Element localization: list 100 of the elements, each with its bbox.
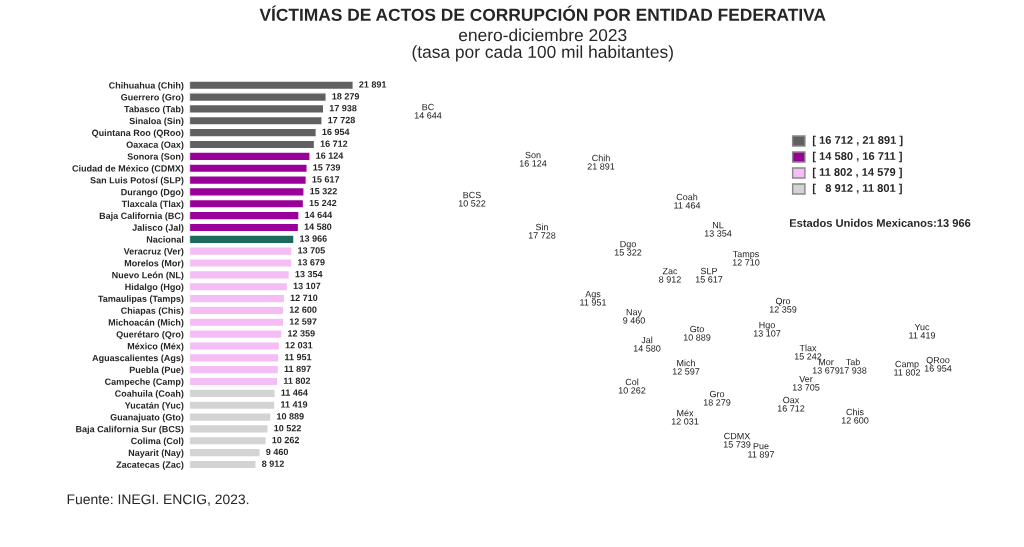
text: SLP 15 617 <box>695 267 723 283</box>
data-label: 16 124 <box>316 152 344 159</box>
text: Sin 17 728 <box>528 223 556 239</box>
y-tick-label: Baja California (BC) <box>99 212 184 221</box>
bar <box>189 341 281 351</box>
y-tick-label: Tamaulipas (Tamps) <box>98 295 184 304</box>
data-label: 12 359 <box>288 330 315 337</box>
y-tick-label: Campeche (Camp) <box>105 378 184 387</box>
data-label: 10 522 <box>274 424 301 432</box>
bar <box>189 92 327 103</box>
bar <box>189 447 261 458</box>
y-tick-label: Querétaro (Qro) <box>116 330 184 340</box>
y-tick-label: Michoacán (Mich) <box>108 318 184 328</box>
y-tick-label: Quintana Roo (QRoo) <box>91 129 184 138</box>
y-tick-label: Durango (Dgo) <box>121 188 184 198</box>
text: Tamps 12 710 <box>732 250 760 266</box>
data-label: 12 597 <box>289 318 317 325</box>
data-label: 21 891 <box>359 81 387 88</box>
bar <box>189 423 269 434</box>
bar <box>189 258 293 268</box>
y-tick-label: Nuevo León (NL) <box>112 271 184 281</box>
bar <box>189 151 311 162</box>
y-tick-label: Aguascalientes (Ags) <box>92 354 184 364</box>
y-tick-label: México (Méx) <box>127 342 184 352</box>
bar <box>189 459 257 470</box>
y-tick-label: Veracruz (Ver) <box>123 247 184 257</box>
category-label: [ 11 802 , 14 579 ] <box>812 167 902 179</box>
bar <box>189 163 308 174</box>
bar <box>189 376 279 387</box>
text: Jal 14 580 <box>633 336 661 352</box>
text: Son 16 124 <box>519 151 547 167</box>
bar <box>189 198 305 209</box>
y-tick-label: San Luis Potosí (SLP) <box>90 176 184 186</box>
data-label: 17 728 <box>328 116 356 124</box>
bar <box>189 329 283 340</box>
bar <box>189 317 285 328</box>
source-note: Fuente: INEGI. ENCIG, 2023. <box>67 494 249 506</box>
text: Méx 12 031 <box>671 409 699 425</box>
y-tick-label: Nayarit (Nay) <box>128 449 184 458</box>
text: Mich 12 597 <box>672 359 700 375</box>
text: Qro 12 359 <box>769 297 797 313</box>
text: Chis 12 600 <box>841 408 869 424</box>
text: Ver 13 705 <box>792 375 820 391</box>
text: Coah 11 464 <box>674 193 701 209</box>
bar <box>189 139 316 150</box>
data-label: 15 617 <box>312 176 340 183</box>
data-label: 15 322 <box>310 187 337 195</box>
text: QRoo 16 954 <box>924 356 952 372</box>
y-tick-label: Zacatecas (Zac) <box>116 461 184 470</box>
category-label: [ 16 712 , 21 891 ] <box>812 135 903 147</box>
y-tick-label: Guerrero (Gro) <box>121 93 184 103</box>
bar <box>189 281 289 292</box>
y-tick-label: Tlaxcala (Tlax) <box>121 200 184 209</box>
bar <box>189 400 276 411</box>
data-label: 11 464 <box>281 389 308 396</box>
text: Oax 16 712 <box>777 396 805 412</box>
data-label: 13 679 <box>297 259 325 266</box>
data-label: 17 938 <box>329 104 357 112</box>
data-label: 15 739 <box>313 164 341 171</box>
text: BCS 10 522 <box>458 191 486 207</box>
y-tick-label: Nacional <box>146 236 184 243</box>
bar <box>189 246 293 257</box>
bar <box>189 364 280 375</box>
bar <box>189 352 280 363</box>
bar <box>189 234 295 245</box>
y-tick-label: Puebla (Pue) <box>129 366 184 375</box>
data-label: 14 580 <box>304 223 332 230</box>
text: VÍCTIMAS DE ACTOS DE CORRUPCIÓN POR ENTIDAD FEDERATIVA <box>259 5 826 21</box>
y-tick-label: Yucatán (Yuc) <box>124 401 184 411</box>
text: Hgo 13 107 <box>753 321 781 337</box>
y-tick-label: Guanajuato (Gto) <box>110 413 184 423</box>
data-label: 13 354 <box>295 270 323 278</box>
bar <box>189 175 308 186</box>
text: Dgo 15 322 <box>614 240 642 256</box>
text: Tlax 15 242 <box>794 344 822 360</box>
y-tick-label: Coahuila (Coah) <box>115 390 184 399</box>
y-tick-label: Tabasco (Tab) <box>124 105 184 115</box>
data-label: 10 889 <box>277 413 304 420</box>
text: Zac 8 912 <box>659 267 681 283</box>
bar <box>189 186 305 197</box>
bar <box>189 388 276 399</box>
bar <box>189 127 318 138</box>
data-label: 11 419 <box>281 401 308 408</box>
data-label: 13 966 <box>300 235 327 242</box>
data-label: 14 644 <box>305 211 333 219</box>
bar <box>189 80 354 91</box>
text: Nay 9 460 <box>623 308 645 324</box>
text: CDMX 15 739 <box>723 432 751 448</box>
text: Gto 10 889 <box>683 325 711 341</box>
text: Chih 21 891 <box>587 154 615 170</box>
bar <box>189 269 291 280</box>
text: Camp 11 802 <box>894 360 921 376</box>
category-label: [ 14 580 , 16 711 ] <box>812 151 902 163</box>
text: Ags 11 951 <box>580 290 607 306</box>
y-tick-label: Colima (Col) <box>131 437 184 446</box>
data-label: 16 712 <box>320 140 348 147</box>
text: Col 10 262 <box>618 378 646 394</box>
data-label: 16 954 <box>322 128 350 136</box>
data-label: 11 802 <box>283 377 311 384</box>
y-tick-label: Sonora (Son) <box>127 153 184 162</box>
